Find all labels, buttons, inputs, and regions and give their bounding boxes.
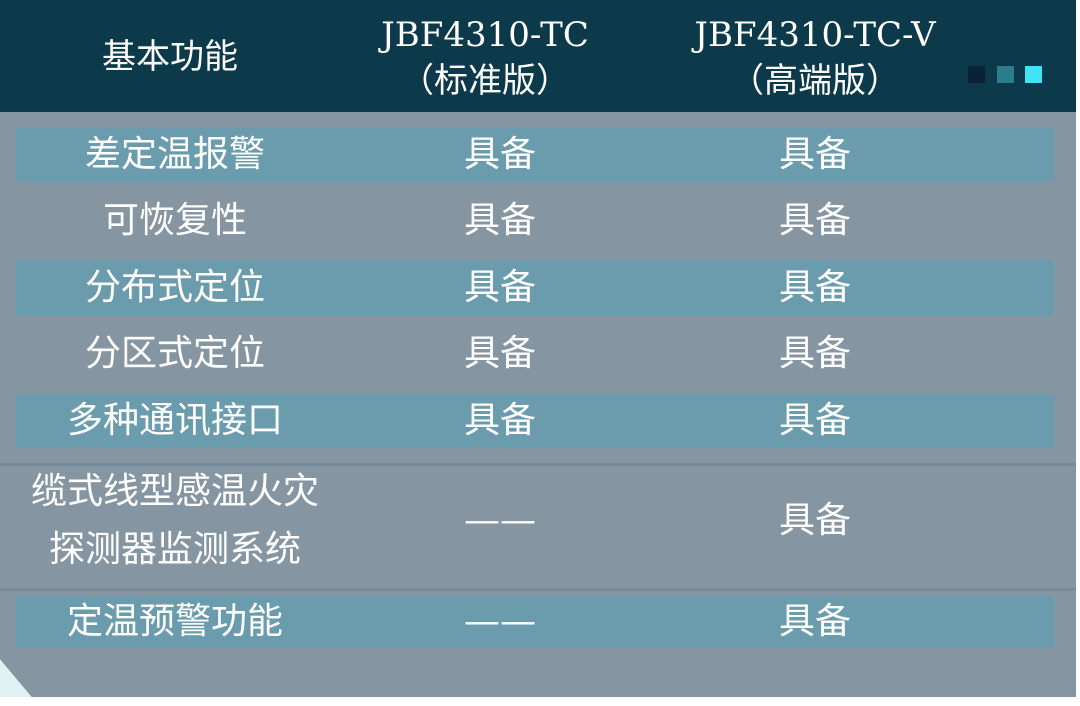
advanced-value: 具备 [778, 400, 851, 441]
header-advanced-label: （高端版） [730, 61, 900, 101]
header-advanced-model: JBF4310-TC-V [694, 15, 936, 55]
advanced-value: 具备 [778, 500, 851, 541]
standard-value: 具备 [463, 333, 536, 374]
advanced-value: 具备 [778, 134, 851, 175]
feature-name: 可恢复性 [102, 200, 247, 241]
table-row: 分区式定位 具备 具备 [0, 327, 1076, 381]
feature-name-line2: 探测器监测系统 [48, 529, 301, 570]
header-standard-version: JBF4310-TC （标准版） [330, 12, 640, 104]
feature-name: 多种通讯接口 [66, 400, 283, 441]
decor-square-dark-icon [968, 66, 985, 83]
header-advanced-version: JBF4310-TC-V （高端版） [650, 12, 980, 104]
table-header: 基本功能 JBF4310-TC （标准版） JBF4310-TC-V （高端版） [0, 0, 1076, 112]
table-row: 缆式线型感温火灾 探测器监测系统 —— 具备 [0, 460, 1076, 582]
corner-decoration [0, 650, 68, 697]
decor-square-mid-icon [997, 66, 1014, 83]
row-divider [0, 588, 1076, 591]
table-row: 差定温报警 具备 具备 [0, 128, 1076, 182]
feature-name: 分区式定位 [84, 333, 265, 374]
table-row: 多种通讯接口 具备 具备 [0, 394, 1076, 448]
feature-name: 缆式线型感温火灾 探测器监测系统 [0, 463, 350, 579]
standard-value: 具备 [463, 200, 536, 241]
decor-square-bright-icon [1025, 66, 1042, 83]
advanced-value: 具备 [778, 267, 851, 308]
advanced-value: 具备 [778, 200, 851, 241]
table-row: 可恢复性 具备 具备 [0, 194, 1076, 248]
advanced-value: 具备 [778, 333, 851, 374]
standard-value: 具备 [463, 267, 536, 308]
header-standard-label: （标准版） [400, 61, 570, 101]
standard-value: 具备 [463, 400, 536, 441]
row-stripe [16, 394, 1054, 448]
row-stripe [16, 596, 1054, 648]
feature-name-line1: 缆式线型感温火灾 [30, 471, 319, 512]
feature-name: 定温预警功能 [66, 601, 283, 642]
row-divider [0, 463, 1076, 466]
row-stripe [16, 128, 1054, 182]
standard-value: —— [464, 500, 536, 541]
feature-name: 差定温报警 [84, 134, 265, 175]
header-basic-function: 基本功能 [102, 37, 238, 77]
standard-value: —— [464, 601, 536, 642]
standard-value: 具备 [463, 134, 536, 175]
row-stripe [16, 260, 1054, 316]
advanced-value: 具备 [778, 601, 851, 642]
table-row: 定温预警功能 —— 具备 [0, 596, 1076, 648]
header-standard-model: JBF4310-TC [381, 15, 589, 55]
table-row: 分布式定位 具备 具备 [0, 260, 1076, 316]
feature-name: 分布式定位 [84, 267, 265, 308]
